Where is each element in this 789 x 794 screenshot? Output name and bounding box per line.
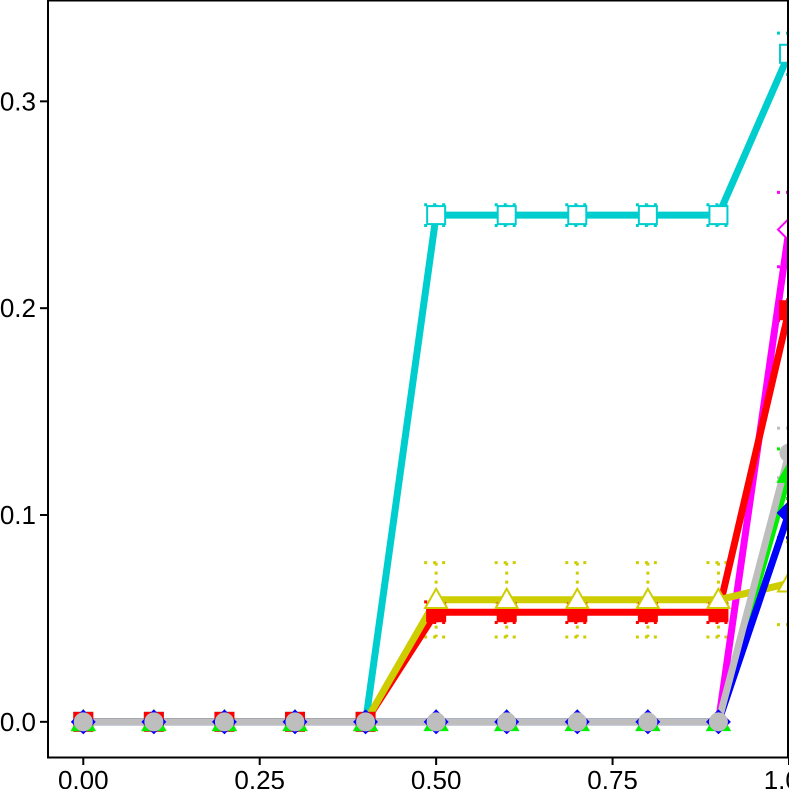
series-4-point: [635, 586, 661, 610]
x-tick-label: 1.00: [764, 765, 789, 789]
series-1-point: [426, 205, 447, 226]
series-7-point: [567, 712, 587, 732]
series-1-point: [496, 205, 517, 226]
series-1-point: [779, 43, 789, 64]
x-tick-label: 0.25: [234, 765, 285, 789]
y-tick-label: 0.2: [0, 293, 36, 323]
series-7-point: [779, 443, 789, 463]
series-7-point: [73, 712, 93, 732]
series-1-point: [708, 205, 729, 226]
series-4-point: [564, 586, 591, 610]
series-1-point: [567, 205, 588, 226]
x-tick-label: 0.75: [587, 765, 638, 789]
series-1-point: [637, 205, 658, 226]
x-tick-label: 0.00: [58, 765, 109, 789]
series-4-point: [493, 586, 520, 610]
series-3-point: [779, 300, 789, 321]
series-4-point: [705, 586, 732, 610]
series-7-point: [638, 712, 658, 732]
series-4-point: [423, 586, 449, 610]
series-7-point: [356, 712, 376, 732]
plot-frame: [47, 0, 789, 759]
series-7-point: [708, 712, 728, 732]
series-5-point: [776, 460, 789, 483]
series-4-point: [776, 570, 789, 593]
series-2-point: [776, 217, 789, 242]
series-7-point: [426, 712, 446, 732]
y-tick-label: 0.3: [0, 86, 36, 116]
series-7-point: [144, 712, 164, 732]
series-7-point: [214, 712, 234, 732]
series-7-point: [497, 712, 517, 732]
series-markers: [70, 43, 789, 735]
x-tick-label: 0.50: [411, 765, 462, 789]
series-6-point: [776, 500, 789, 526]
y-tick-label: 0.0: [0, 707, 36, 737]
series-7-point: [285, 712, 305, 732]
y-tick-label: 0.1: [0, 500, 36, 530]
